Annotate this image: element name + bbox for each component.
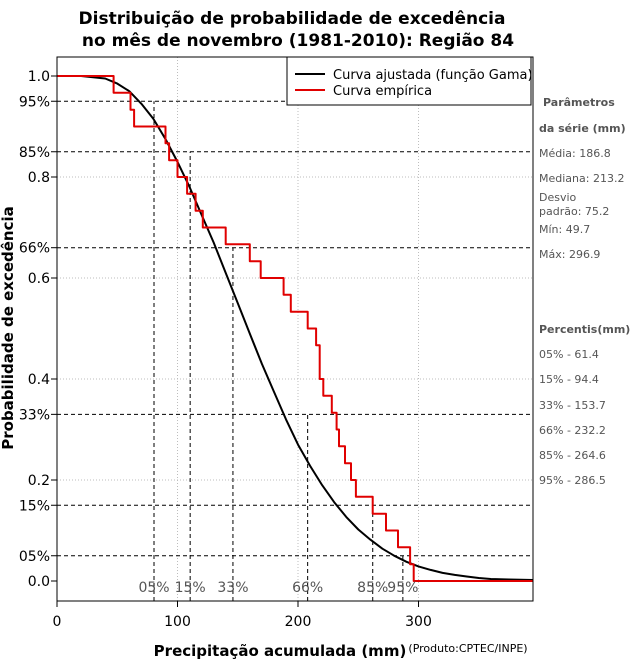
y-tick-label: 0.6	[28, 271, 50, 287]
chart-title-line2: no mês de novembro (1981-2010): Região 8…	[82, 31, 514, 51]
stat-std-2: padrão: 75.2	[539, 205, 609, 218]
percentile-axis-label: 05%	[138, 580, 169, 596]
y-tick-label: 85%	[19, 145, 50, 161]
percentile-axis-label: 66%	[292, 580, 323, 596]
x-tick-label: 0	[53, 614, 62, 630]
percentil-item: 66% - 232.2	[539, 424, 606, 437]
y-tick-label: 0.4	[28, 372, 50, 388]
percentis-heading: Percentis(mm)	[539, 323, 630, 336]
credit-text: (Produto:CPTEC/INPE)	[408, 642, 527, 655]
y-tick-label: 05%	[19, 549, 50, 565]
empirical-curve	[57, 75, 533, 582]
x-tick-label: 200	[285, 614, 312, 630]
stat-max: Máx: 296.9	[539, 248, 600, 261]
y-tick-label: 66%	[19, 241, 50, 257]
stat-min: Mín: 49.7	[539, 223, 590, 236]
fitted-gamma-curve	[57, 75, 534, 581]
percentile-axis-label: 33%	[217, 580, 248, 596]
percentil-item: 15% - 94.4	[539, 373, 599, 386]
series-group	[57, 75, 534, 582]
chart-title-line1: Distribuição de probabilidade de excedên…	[79, 9, 506, 29]
y-tick-label: 0.0	[28, 574, 50, 590]
percentil-item: 95% - 286.5	[539, 474, 606, 487]
y-tick-label: 33%	[19, 407, 50, 423]
x-tick-label: 100	[164, 614, 191, 630]
percentile-axis-label: 95%	[387, 580, 418, 596]
y-axis-title: Probabilidade de excedência	[0, 206, 17, 450]
y-tick-label: 0.8	[28, 170, 50, 186]
percentile-axis-label: 85%	[357, 580, 388, 596]
stat-median: Mediana: 213.2	[539, 172, 624, 185]
percentile-labels: 05% 15% 33% 66% 85% 95%	[138, 580, 418, 596]
stats-panel: Parâmetros da série (mm) Média: 186.8 Me…	[539, 96, 630, 487]
params-heading-2: da série (mm)	[539, 122, 626, 135]
legend-label-empirical: Curva empírica	[333, 84, 432, 99]
y-tick-label: 0.2	[28, 473, 50, 489]
percentil-item: 85% - 264.6	[539, 449, 606, 462]
percentil-item: 33% - 153.7	[539, 399, 606, 412]
grid-lines	[57, 57, 533, 601]
x-tick-label: 300	[405, 614, 432, 630]
percentile-axis-label: 15%	[175, 580, 206, 596]
x-axis-title: Precipitação acumulada (mm)	[154, 642, 407, 660]
percentile-guides	[57, 100, 533, 601]
stat-std-1: Desvio	[539, 191, 577, 204]
y-tick-label: 15%	[19, 498, 50, 514]
legend: Curva ajustada (função Gama) Curva empír…	[286, 56, 533, 106]
y-axis-ticks: 1.0 95% 85% 0.8 66% 0.6 0.4 33% 0.2 15% 05% 0.0	[19, 69, 57, 590]
params-heading-1: Parâmetros	[543, 96, 615, 109]
legend-label-fitted: Curva ajustada (função Gama)	[333, 68, 533, 83]
percentil-item: 05% - 61.4	[539, 348, 599, 361]
y-tick-label: 1.0	[28, 69, 50, 85]
x-axis-ticks: 0 100 200 300	[53, 601, 432, 630]
y-tick-label: 95%	[19, 94, 50, 110]
legend-box	[286, 56, 532, 106]
stat-mean: Média: 186.8	[539, 147, 611, 160]
